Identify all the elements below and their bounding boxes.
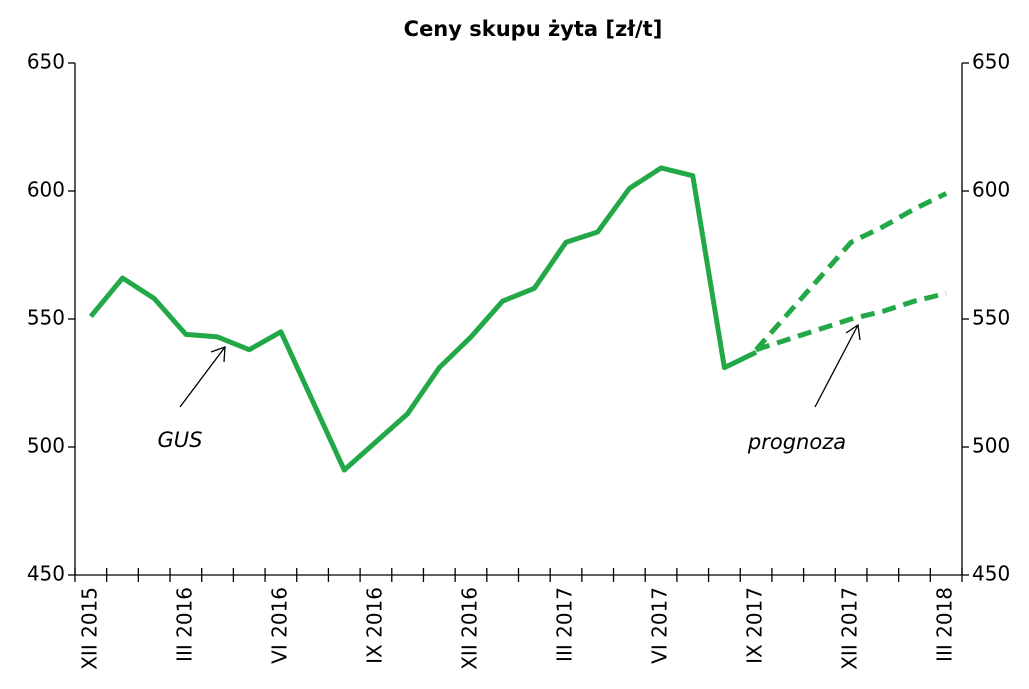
annotation: prognoza [747, 430, 846, 454]
x-tick-label: VI 2017 [648, 587, 672, 664]
y-tick-label: 600 [27, 178, 65, 202]
x-tick-label: VI 2016 [267, 587, 291, 664]
arrow-head [845, 323, 861, 341]
chart-title: Ceny skupu żyta [zł/t] [404, 17, 663, 41]
arrow [179, 346, 226, 408]
x-tick-label: IX 2017 [743, 587, 767, 664]
y2-tick-label: 600 [972, 178, 1010, 202]
series-line [88, 165, 758, 473]
annotation-arrows [179, 323, 861, 408]
y2-tick-label: 450 [972, 562, 1010, 586]
y2-tick-label: 650 [972, 50, 1010, 74]
y-tick-label: 650 [27, 50, 65, 74]
x-tick-label: XII 2015 [77, 587, 101, 670]
y-tick-label: 450 [27, 562, 65, 586]
y-tick-label: 500 [27, 434, 65, 458]
arrow [814, 324, 859, 408]
x-tick-label: III 2018 [933, 587, 957, 662]
x-tick-label: XII 2016 [457, 587, 481, 670]
x-tick-label: IX 2016 [362, 587, 386, 664]
x-tick-label: III 2017 [553, 587, 577, 662]
series-line [755, 290, 947, 353]
y2-tick-label: 550 [972, 306, 1010, 330]
series-line [754, 191, 948, 352]
x-tick-label: XII 2017 [838, 587, 862, 670]
arrow-head [210, 346, 226, 363]
y2-tick-label: 500 [972, 434, 1010, 458]
x-tick-label: III 2016 [172, 587, 196, 662]
annotation: GUS [158, 428, 203, 452]
y-tick-label: 550 [27, 306, 65, 330]
